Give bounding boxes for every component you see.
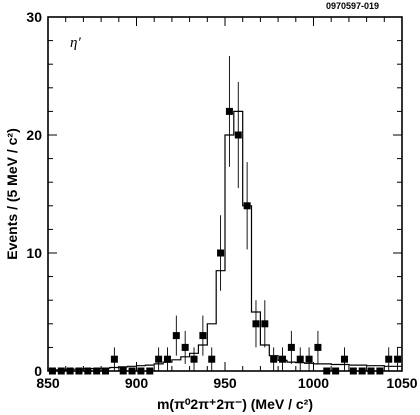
data-point: [57, 367, 65, 375]
figure-id: 0970597-019: [326, 1, 380, 11]
data-point: [84, 367, 92, 375]
data-point: [296, 355, 304, 363]
data-point: [305, 355, 313, 363]
data-point: [385, 355, 393, 363]
data-point: [119, 367, 127, 375]
x-tick-label: 900: [125, 375, 149, 391]
data-point: [172, 332, 180, 340]
data-point: [110, 355, 118, 363]
fit-histogram: [48, 110, 402, 371]
y-tick-label: 20: [26, 127, 42, 143]
data-point: [225, 107, 233, 115]
data-point: [234, 131, 242, 139]
data-point: [340, 355, 348, 363]
data-point: [314, 343, 322, 351]
data-point: [332, 367, 340, 375]
data-point: [190, 355, 198, 363]
data-point: [102, 367, 110, 375]
x-tick-label: 1050: [386, 375, 417, 391]
data-point: [243, 202, 251, 210]
data-point: [75, 367, 83, 375]
x-axis-title: m(π⁰2π⁺2π⁻) (MeV / c²): [157, 396, 313, 412]
data-point: [208, 355, 216, 363]
data-point: [279, 355, 287, 363]
data-point: [93, 367, 101, 375]
data-point: [217, 249, 225, 257]
data-point: [358, 367, 366, 375]
data-point: [287, 343, 295, 351]
y-tick-label: 10: [26, 245, 42, 261]
y-tick-label: 0: [34, 363, 42, 379]
data-point: [394, 355, 402, 363]
y-tick-label: 30: [26, 9, 42, 25]
data-point: [349, 367, 357, 375]
data-point: [128, 367, 136, 375]
data-point: [199, 332, 207, 340]
data-point: [261, 320, 269, 328]
data-point: [376, 367, 384, 375]
data-point: [137, 367, 145, 375]
annotation-label: η′: [70, 35, 81, 51]
x-tick-label: 1000: [298, 375, 329, 391]
data-point: [66, 367, 74, 375]
x-tick-label: 950: [213, 375, 237, 391]
x-tick-label: 850: [36, 375, 60, 391]
data-point: [367, 367, 375, 375]
y-axis-title: Events / (5 MeV / c²): [4, 128, 20, 259]
data-point: [181, 343, 189, 351]
data-point: [155, 355, 163, 363]
data-point: [323, 367, 331, 375]
data-point: [48, 367, 56, 375]
data-point: [252, 320, 260, 328]
data-point: [270, 355, 278, 363]
data-point: [146, 367, 154, 375]
data-point: [163, 355, 171, 363]
